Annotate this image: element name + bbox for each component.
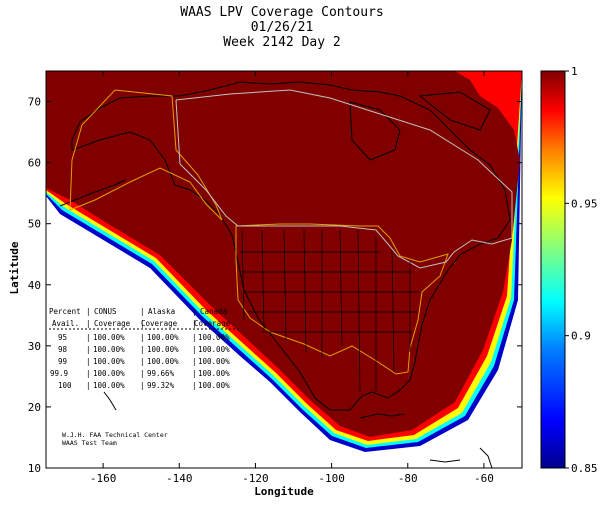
table-separator: | [140, 357, 145, 366]
table-separator: | [140, 345, 145, 354]
table-cell: 100.00% [198, 381, 230, 390]
credit-line-2: WAAS Test Team [62, 439, 117, 447]
table-cell: 99 [58, 357, 67, 366]
table-separator: | [192, 333, 197, 342]
colorbar-tick-label: 1 [571, 65, 578, 78]
table-subheader-cell: Coverage [94, 319, 131, 328]
colorbar-ticks: 1 0.95 0.9 0.85 [565, 65, 598, 475]
table-separator: | [86, 357, 91, 366]
table-separator: | [192, 381, 197, 390]
coverage-table: Percent CONUS Alaska Canada Avail. Coverage Co… [49, 307, 240, 390]
y-tick-label: 70 [28, 96, 41, 109]
table-cell: 99.66% [147, 369, 175, 378]
table-cell: 100.00% [93, 357, 125, 366]
colorbar-tick-label: 0.95 [571, 197, 598, 210]
table-cell: 100.00% [198, 369, 230, 378]
colorbar [540, 70, 566, 469]
table-separator: | [140, 319, 145, 328]
plot-frame [45, 70, 523, 469]
canada-boundary [175, 89, 513, 269]
alaska-boundary [69, 89, 223, 221]
table-cell: 100.00% [198, 345, 230, 354]
chart-title-line-1: WAAS LPV Coverage Contours [180, 5, 384, 20]
table-cell: 100.00% [198, 333, 230, 342]
y-axis-label: Latitude [8, 241, 21, 294]
conus-boundary [235, 223, 449, 375]
y-tick-label: 30 [28, 340, 41, 353]
table-separator: | [140, 333, 145, 342]
x-tick-label: -160 [90, 472, 117, 485]
table-separator: | [86, 369, 91, 378]
table-subheader-cell: Avail. [52, 319, 79, 328]
y-tick-label: 20 [28, 401, 41, 414]
table-separator: | [192, 369, 197, 378]
x-axis-label: Longitude [254, 485, 314, 498]
table-separator: | [192, 307, 197, 316]
table-header-cell: CONUS [94, 307, 117, 316]
coverage-band-100 [46, 71, 520, 437]
table-cell: 100.00% [147, 357, 179, 366]
table-header-cell: Alaska [148, 307, 175, 316]
y-tick-label: 50 [28, 218, 41, 231]
table-cell: 100.00% [93, 333, 125, 342]
x-tick-label: -80 [398, 472, 418, 485]
y-tick-label: 10 [28, 462, 41, 475]
table-cell: 98 [58, 345, 68, 354]
table-separator: | [86, 333, 91, 342]
x-tick-label: -140 [166, 472, 193, 485]
table-cell: 95 [58, 333, 67, 342]
x-tick-label: -100 [318, 472, 345, 485]
state-lines [240, 229, 420, 393]
table-cell: 100 [58, 381, 72, 390]
chart-title-line-2: 01/26/21 [251, 20, 314, 35]
table-separator: | [192, 319, 197, 328]
colorbar-tick-label: 0.9 [571, 330, 591, 343]
table-separator: | [192, 357, 197, 366]
table-cell: 100.00% [198, 357, 230, 366]
x-tick-label: -60 [474, 472, 494, 485]
table-cell: 100.00% [147, 333, 179, 342]
table-subheader-cell: Coverage [141, 319, 178, 328]
table-separator: | [140, 369, 145, 378]
table-cell: 100.00% [147, 345, 179, 354]
plot-area [46, 71, 522, 468]
table-header-cell: Canada [200, 307, 227, 316]
x-axis-ticks: -160 -140 -120 -100 -80 -60 [90, 71, 494, 485]
table-separator: | [86, 319, 91, 328]
table-separator: | [192, 345, 197, 354]
region-boundaries [69, 89, 513, 375]
table-cell: 100.00% [93, 345, 125, 354]
table-subheader-cell: Coverage [194, 319, 231, 328]
table-cell: 99.32% [147, 381, 175, 390]
x-tick-label: -120 [242, 472, 269, 485]
table-header-cell: Percent [49, 307, 81, 316]
colorbar-tick-label: 0.85 [571, 462, 598, 475]
table-separator: | [86, 345, 91, 354]
table-separator: | [86, 307, 91, 316]
credit-line-1: W.J.H. FAA Technical Center [62, 431, 168, 439]
table-separator: | [140, 307, 145, 316]
chart-title-line-3: Week 2142 Day 2 [223, 35, 340, 50]
table-cell: 99.9 [50, 369, 68, 378]
y-tick-label: 60 [28, 157, 41, 170]
table-cell: 100.00% [93, 369, 125, 378]
y-tick-label: 40 [28, 279, 41, 292]
table-separator: | [140, 381, 145, 390]
table-cell: 100.00% [93, 381, 125, 390]
table-separator: | [86, 381, 91, 390]
y-axis-ticks: 10 20 30 40 50 60 70 [28, 96, 522, 475]
